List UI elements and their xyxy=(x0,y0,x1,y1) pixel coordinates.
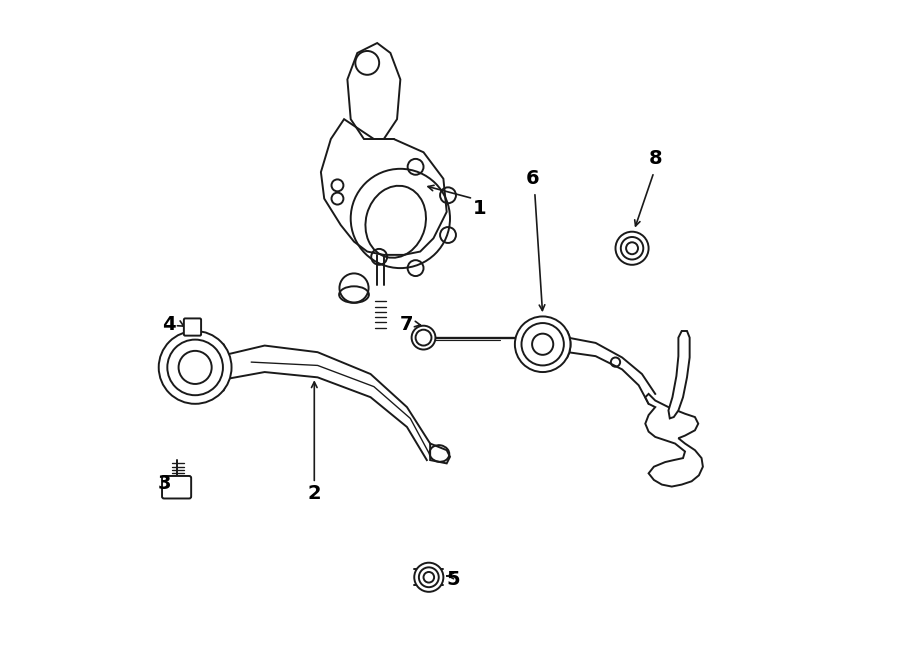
Polygon shape xyxy=(430,444,450,463)
Text: 7: 7 xyxy=(400,315,414,334)
Circle shape xyxy=(515,316,571,372)
Polygon shape xyxy=(645,394,703,487)
FancyBboxPatch shape xyxy=(184,318,201,336)
Text: 3: 3 xyxy=(158,474,171,493)
Text: 5: 5 xyxy=(446,570,460,589)
FancyBboxPatch shape xyxy=(162,476,191,498)
Text: 8: 8 xyxy=(648,150,662,168)
Text: 1: 1 xyxy=(473,199,487,218)
Circle shape xyxy=(158,331,231,404)
Text: 2: 2 xyxy=(308,484,321,502)
Polygon shape xyxy=(669,331,689,418)
Text: 6: 6 xyxy=(526,169,540,188)
Text: 4: 4 xyxy=(162,315,176,334)
Circle shape xyxy=(411,326,436,350)
Circle shape xyxy=(414,563,444,592)
Polygon shape xyxy=(321,119,446,255)
Circle shape xyxy=(616,232,649,265)
